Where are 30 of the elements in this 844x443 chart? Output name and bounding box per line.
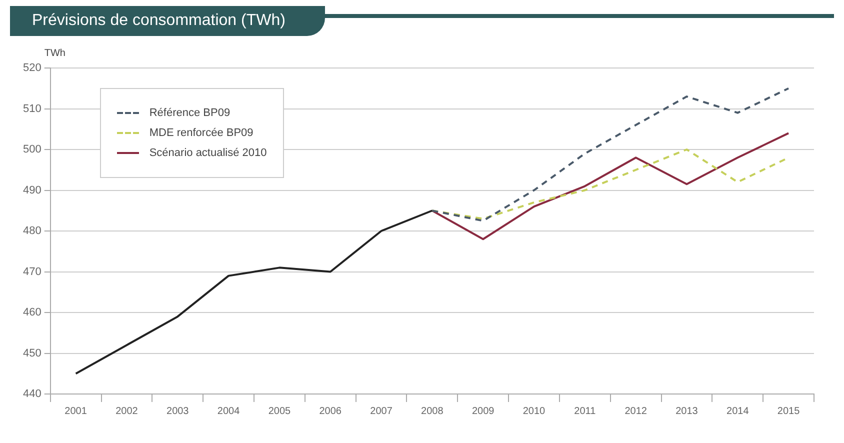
x-tick-label: 2002 bbox=[116, 406, 138, 417]
x-tick-label: 2010 bbox=[522, 406, 546, 417]
y-axis-title: TWh bbox=[44, 48, 66, 59]
x-tick-label: 2001 bbox=[64, 406, 88, 417]
legend-label: MDE renforcée BP09 bbox=[149, 127, 254, 139]
x-tick-label: 2004 bbox=[217, 406, 240, 417]
x-tick-label: 2011 bbox=[574, 406, 596, 417]
x-tick-label: 2008 bbox=[421, 406, 444, 417]
x-tick-label: 2009 bbox=[472, 406, 495, 417]
y-tick-label: 510 bbox=[22, 102, 42, 115]
x-tick-label: 2014 bbox=[726, 406, 750, 417]
x-tick-label: 2013 bbox=[676, 406, 698, 417]
y-tick-label: 440 bbox=[22, 388, 42, 400]
y-tick-label: 460 bbox=[22, 306, 42, 319]
line-series bbox=[431, 87, 790, 222]
x-tick-label: 2015 bbox=[777, 406, 800, 417]
x-tick-label: 2003 bbox=[166, 406, 190, 417]
y-tick-label: 480 bbox=[22, 225, 42, 238]
x-tick-label: 2007 bbox=[370, 406, 393, 417]
y-tick-label: 470 bbox=[22, 266, 42, 278]
x-tick-label: 2012 bbox=[624, 406, 648, 417]
x-tick-label: 2005 bbox=[268, 406, 292, 417]
y-tick-label: 500 bbox=[22, 144, 42, 156]
chart-title: Prévisions de consommation (TWh) bbox=[10, 6, 326, 36]
legend-label: Scénario actualisé 2010 bbox=[149, 147, 267, 159]
legend-label: Référence BP09 bbox=[149, 107, 230, 119]
y-tick-label: 490 bbox=[22, 184, 42, 196]
y-tick-label: 520 bbox=[22, 62, 42, 74]
x-tick-label: 2006 bbox=[319, 406, 342, 417]
y-tick-label: 450 bbox=[22, 347, 42, 360]
